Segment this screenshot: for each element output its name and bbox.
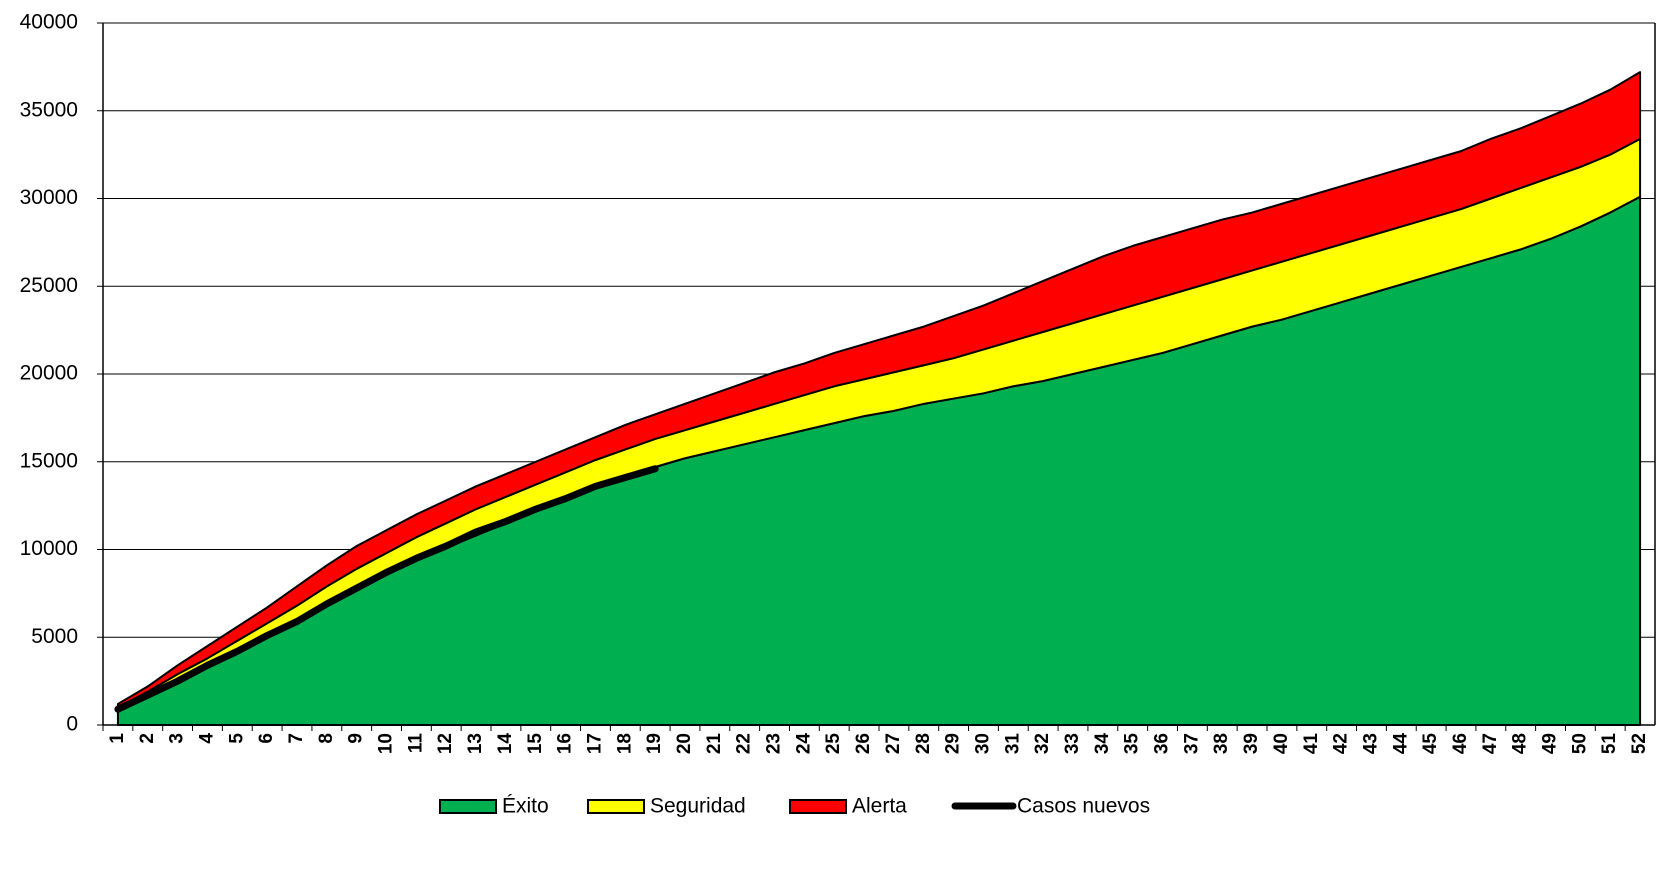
x-tick-label: 28 (913, 733, 934, 754)
y-tick-label: 20000 (20, 362, 78, 385)
x-tick-label: 25 (823, 733, 844, 755)
legend-swatch (789, 799, 847, 814)
x-tick-label: 22 (734, 733, 755, 754)
x-tick-label: 13 (465, 733, 486, 754)
x-tick-label: 14 (495, 733, 516, 755)
x-tick-label: 29 (943, 733, 964, 754)
y-tick-label: 25000 (20, 274, 78, 297)
x-tick-label: 6 (256, 733, 277, 744)
x-tick-label: 41 (1301, 733, 1322, 755)
x-tick-label: 21 (704, 733, 725, 755)
x-tick-label: 19 (644, 733, 665, 754)
y-tick-label: 30000 (20, 186, 78, 209)
x-tick-label: 10 (376, 733, 397, 754)
legend-swatch (587, 799, 645, 814)
x-tick-label: 34 (1092, 733, 1113, 755)
legend-label: Éxito (502, 795, 549, 818)
x-tick-label: 11 (405, 733, 426, 754)
line (114, 465, 659, 713)
x-tick-label: 51 (1599, 733, 1620, 755)
x-tick-label: 23 (764, 733, 785, 754)
x-tick-label: 50 (1569, 733, 1590, 754)
y-tick-label: 0 (66, 713, 78, 736)
x-tick-label: 43 (1360, 733, 1381, 754)
legend-swatch (439, 799, 497, 814)
x-tick-label: 15 (525, 733, 546, 755)
x-tick-label: 33 (1062, 733, 1083, 754)
legend-label: Seguridad (650, 795, 746, 818)
x-tick-label: 49 (1540, 733, 1561, 754)
x-tick-label: 5 (226, 733, 247, 744)
y-tick-label: 10000 (20, 537, 78, 560)
x-tick-label: 36 (1152, 733, 1173, 754)
x-tick-label: 12 (435, 733, 456, 754)
x-tick-label: 24 (793, 733, 814, 755)
x-tick-label: 16 (555, 733, 576, 754)
x-tick-label: 8 (316, 733, 337, 744)
x-tick-label: 40 (1271, 733, 1292, 754)
x-tick-label: 27 (883, 733, 904, 754)
x-tick-label: 52 (1629, 733, 1650, 754)
x-tick-label: 3 (167, 733, 188, 744)
x-tick-label: 37 (1181, 733, 1202, 754)
x-tick-label: 47 (1480, 733, 1501, 754)
y-tick-label: 5000 (31, 625, 78, 648)
x-tick-label: 35 (1122, 733, 1143, 755)
x-tick-label: 9 (346, 733, 367, 744)
x-tick-label: 7 (286, 733, 307, 744)
x-tick-label: 20 (674, 733, 695, 754)
x-tick-label: 1 (107, 733, 128, 744)
x-tick-label: 48 (1510, 733, 1531, 754)
x-tick-label: 46 (1450, 733, 1471, 754)
area (116, 71, 1642, 709)
y-tick-label: 40000 (20, 11, 78, 34)
x-tick-label: 30 (972, 733, 993, 754)
x-tick-label: 31 (1002, 733, 1023, 755)
x-tick-label: 42 (1331, 733, 1352, 754)
x-tick-label: 18 (614, 733, 635, 754)
x-tick-label: 17 (584, 733, 605, 754)
x-tick-label: 39 (1241, 733, 1262, 754)
legend-label: Alerta (852, 795, 907, 818)
x-tick-label: 38 (1211, 733, 1232, 754)
x-tick-label: 4 (196, 733, 217, 744)
y-tick-label: 15000 (20, 449, 78, 472)
x-tick-label: 32 (1032, 733, 1053, 754)
x-tick-label: 45 (1420, 733, 1441, 755)
x-tick-label: 44 (1390, 733, 1411, 755)
legend-label: Casos nuevos (1017, 795, 1150, 818)
y-tick-label: 35000 (20, 98, 78, 121)
x-tick-label: 26 (853, 733, 874, 754)
x-tick-label: 2 (137, 733, 158, 744)
